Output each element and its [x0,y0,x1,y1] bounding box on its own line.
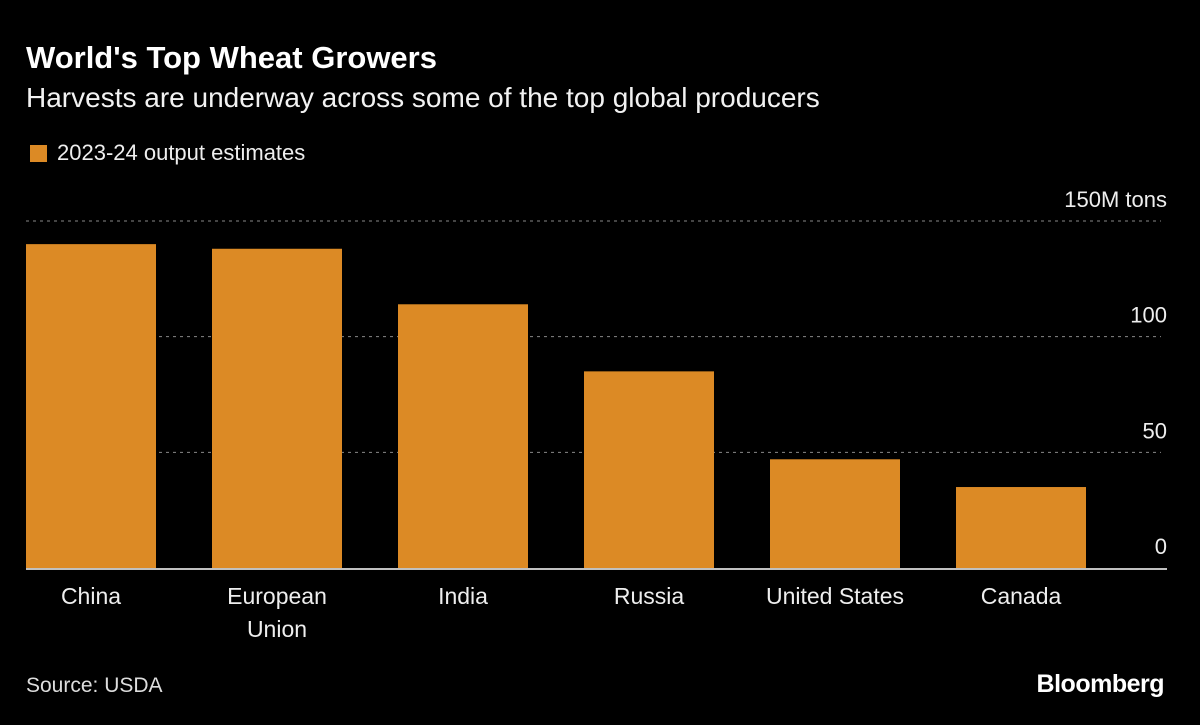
legend-swatch [30,144,47,162]
bar-russia [584,371,714,568]
bar-united-states [770,459,900,568]
legend-label: 2023-24 output estimates [57,140,306,165]
bar-china [26,244,156,568]
y-tick-label: 50 [1143,418,1167,443]
chart-subtitle: Harvests are underway across some of the… [26,82,820,113]
x-tick-label: United States [766,583,904,609]
bloomberg-logo: Bloomberg [1036,670,1165,698]
x-tick-label: Canada [981,583,1062,609]
y-tick-label: 100 [1130,303,1167,328]
bar-canada [956,487,1086,568]
x-tick-label: China [61,583,121,609]
chart-title: World's Top Wheat Growers [26,40,437,75]
x-tick-label: Union [247,616,307,642]
legend: 2023-24 output estimates [30,140,305,166]
bar-european-union [212,248,342,568]
source-note: Source: USDA [26,674,163,697]
x-tick-label: India [438,583,488,609]
x-tick-label: European [227,583,327,609]
y-tick-label: 0 [1155,534,1167,559]
x-tick-label: Russia [614,583,685,609]
bar-india [398,304,528,568]
y-tick-label: 150M tons [1064,187,1167,212]
